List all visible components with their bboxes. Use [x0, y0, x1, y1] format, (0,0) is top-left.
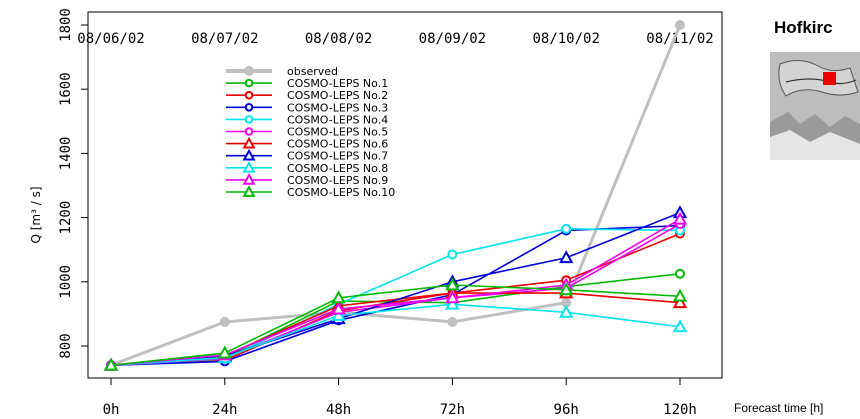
data-point: [559, 304, 574, 318]
x-tick-label: 96h: [554, 402, 579, 418]
series-5: [106, 219, 685, 371]
data-point: [447, 316, 458, 327]
series-line: [110, 212, 681, 367]
top-date-label: 08/10/02: [532, 31, 599, 47]
legend-marker: [244, 78, 254, 88]
x-tick-label: 24h: [212, 402, 237, 418]
data-point: [559, 282, 574, 296]
y-tick-label: 1200: [58, 201, 74, 235]
y-axis-label: Q [m³ / s]: [29, 186, 43, 243]
x-tick-label: 0h: [103, 402, 120, 418]
top-date-label: 08/09/02: [419, 31, 486, 47]
legend-marker: [242, 173, 256, 185]
legend-marker: [244, 103, 254, 112]
series-line: [110, 24, 682, 367]
legend-marker: [242, 160, 256, 173]
top-date-label: 08/08/02: [305, 31, 372, 47]
legend-marker: [244, 66, 254, 76]
data-point: [559, 250, 574, 264]
data-point: [331, 301, 346, 315]
data-point: [103, 357, 119, 371]
data-point: [331, 290, 346, 304]
data-point: [445, 277, 460, 291]
data-point: [675, 20, 685, 30]
data-point: [672, 211, 688, 225]
data-point: [447, 249, 458, 260]
data-point: [445, 296, 460, 310]
legend-label: COSMO-LEPS No.9: [287, 174, 388, 187]
y-tick-label: 800: [58, 333, 74, 358]
legend-marker: [242, 148, 256, 161]
series-line: [110, 272, 681, 367]
y-tick-label: 1600: [58, 72, 74, 106]
x-tick-label: 72h: [440, 402, 465, 418]
legend-label: COSMO-LEPS No.8: [287, 162, 388, 175]
legend-marker: [242, 185, 256, 197]
top-date-label: 08/06/02: [77, 31, 144, 47]
series-10: [103, 277, 688, 371]
legend-label: COSMO-LEPS No.4: [287, 113, 388, 126]
data-point: [331, 307, 346, 321]
top-date-label: 08/07/02: [191, 31, 258, 47]
series-4: [106, 223, 685, 371]
legend-label: COSMO-LEPS No.3: [287, 101, 388, 114]
data-point: [219, 316, 230, 327]
data-point: [445, 290, 460, 304]
legend-label: COSMO-LEPS No.1: [287, 77, 388, 90]
series-line: [110, 284, 681, 367]
series-line: [110, 232, 681, 367]
legend-label: COSMO-LEPS No.10: [287, 186, 395, 199]
legend-marker: [244, 115, 254, 124]
x-tick-label: 48h: [326, 402, 351, 418]
legend-marker: [244, 127, 254, 136]
y-tick-label: 1000: [58, 265, 74, 299]
station-marker: [823, 72, 836, 85]
data-point: [675, 268, 685, 279]
series-1: [106, 268, 685, 371]
legend-label: COSMO-LEPS No.6: [287, 138, 388, 151]
data-point: [672, 295, 688, 309]
series-line: [110, 218, 681, 367]
data-point: [561, 223, 572, 234]
y-tick-label: 1800: [58, 8, 74, 42]
series-7: [103, 205, 688, 371]
plot-frame: [87, 11, 723, 379]
legend-label: COSMO-LEPS No.2: [287, 89, 388, 102]
legend-marker: [242, 136, 256, 149]
x-tick-label: 120h: [663, 402, 697, 418]
legend-label: COSMO-LEPS No.7: [287, 150, 388, 163]
axes: 0h 24h 48h 72h 96h 120h 08/06/02 08/07/02 08/08/…: [29, 8, 723, 418]
x-axis-title: Forecast time [h]: [734, 401, 824, 415]
data-point: [217, 345, 232, 359]
data-point: [672, 319, 688, 333]
station-title: Hofkirc: [774, 18, 833, 37]
series-line: [110, 303, 681, 367]
top-date-label: 08/11/02: [646, 31, 713, 47]
series-layer: [103, 20, 688, 371]
legend-marker: [244, 90, 254, 100]
legend-label: observed: [287, 65, 338, 78]
series-line: [110, 228, 681, 367]
legend-label: COSMO-LEPS No.5: [287, 126, 388, 139]
location-map: [770, 52, 860, 160]
data-point: [672, 288, 688, 302]
y-tick-label: 1400: [58, 137, 74, 171]
